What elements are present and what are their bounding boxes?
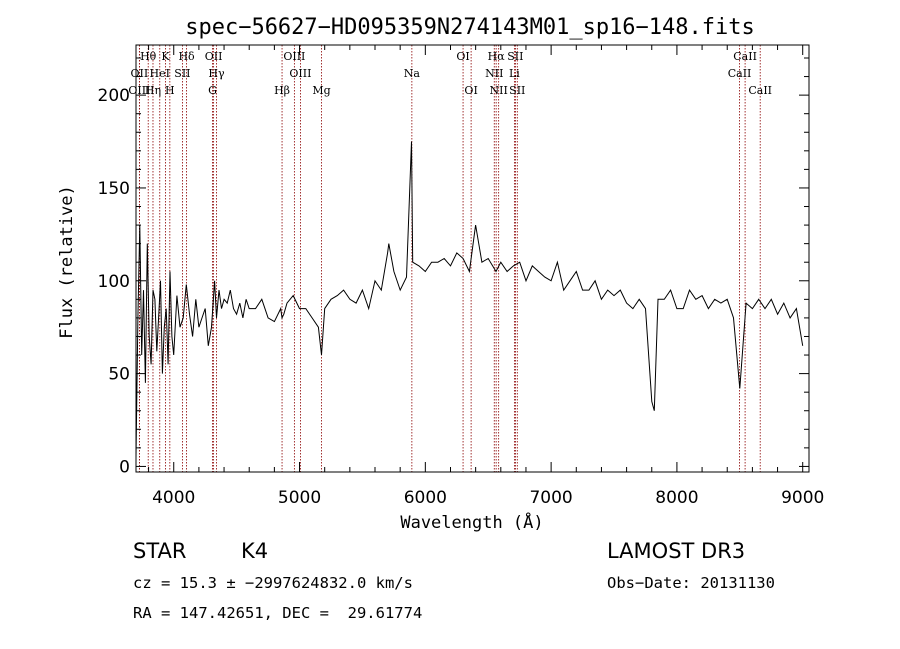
line-label: Na: [404, 67, 421, 80]
y-tick-label: 150: [98, 179, 130, 199]
line-label: HeI: [150, 67, 170, 80]
object-class: STAR: [133, 539, 187, 563]
line-label: Hδ: [178, 50, 195, 63]
line-label: Hα: [488, 50, 506, 63]
x-tick-label: 6000: [404, 488, 447, 508]
survey-label: LAMOST DR3: [607, 539, 746, 563]
x-axis-ticks: 4000 5000 6000 7000 8000 9000: [148, 45, 824, 508]
line-label: CaII: [748, 84, 772, 97]
line-label: Hβ: [274, 84, 290, 97]
y-tick-label: 100: [98, 272, 130, 292]
object-subclass: K4: [241, 539, 269, 563]
line-label: NII: [485, 67, 503, 80]
line-label: SII: [174, 67, 190, 80]
line-label: SII: [507, 50, 523, 63]
x-tick-label: 5000: [278, 488, 321, 508]
line-label: Mg: [312, 84, 330, 97]
line-label: NII: [490, 84, 508, 97]
observation-date: Obs−Date: 20131130: [607, 574, 775, 592]
plot-frame: [135, 44, 810, 473]
y-tick-label: 200: [98, 86, 130, 106]
line-label: OII: [131, 67, 149, 80]
y-tick-label: 0: [119, 457, 130, 477]
line-label: Hγ: [208, 67, 225, 80]
line-label: OI: [464, 84, 477, 97]
x-tick-label: 7000: [529, 488, 572, 508]
line-label: OIII: [128, 84, 150, 97]
spectrum-line: [135, 141, 804, 458]
x-tick-label: 8000: [655, 488, 698, 508]
line-label: H: [165, 84, 175, 97]
x-tick-label: 9000: [781, 488, 824, 508]
y-axis-ticks: 0 50 100 150 200: [98, 57, 809, 477]
line-label: Li: [509, 67, 520, 80]
redshift-info: cz = 15.3 ± −2997624832.0 km/s: [133, 574, 413, 592]
line-label: Hη: [145, 84, 161, 97]
line-label: Hθ: [140, 50, 157, 63]
line-markers: [138, 45, 761, 472]
line-label: G: [208, 84, 217, 97]
line-label: OIII: [283, 50, 305, 63]
y-tick-label: 50: [108, 365, 130, 385]
x-tick-label: 4000: [152, 488, 195, 508]
line-label: CaII: [733, 50, 757, 63]
line-label: K: [161, 50, 170, 63]
line-labels: Hθ OII OIII K HeI Hη H SII Hδ OII Hγ G OIII OIII Hβ Mg N…: [128, 50, 772, 97]
chart-title: spec−56627−HD095359N274143M01_sp16−148.f…: [185, 15, 755, 40]
line-label: OIII: [289, 67, 311, 80]
line-label: CaII: [728, 67, 752, 80]
y-axis-label: Flux (relative): [57, 185, 77, 339]
coordinates: RA = 147.42651, DEC = 29.61774: [133, 604, 423, 622]
x-axis-label: Wavelength (Å): [400, 511, 543, 533]
line-label: OII: [205, 50, 223, 63]
line-label: OI: [456, 50, 469, 63]
line-label: SII: [509, 84, 525, 97]
